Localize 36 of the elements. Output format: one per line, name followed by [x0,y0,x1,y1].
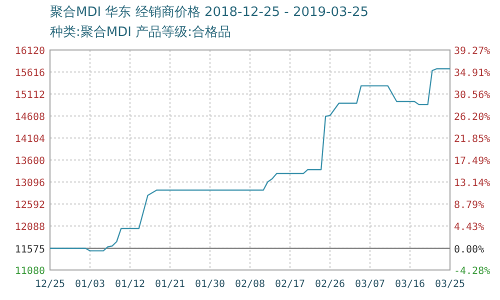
x-tick-label: 03/07 [354,279,386,290]
y-tick-label: 12088 [14,222,45,233]
y2-tick-label: 39.27% [454,46,490,57]
chart-title: 聚合MDI 华东 经销商价格 2018-12-25 - 2019-03-25 [50,5,369,20]
x-tick-label: 01/12 [114,279,146,290]
x-tick-label: 01/30 [194,279,226,290]
y2-tick-label: 17.49% [454,156,490,168]
x-tick-label: 03/16 [394,279,426,290]
y-tick-label: 13600 [14,156,45,167]
x-tick-label: 12/25 [34,279,66,290]
y-tick-label: 11575 [14,244,45,256]
y-tick-label: 15112 [14,90,45,101]
y2-tick-label: 26.20% [454,112,490,124]
y2-tick-label: 4.43% [454,222,484,233]
x-tick-label: 02/17 [274,279,306,290]
y-tick-label: 14104 [14,134,45,145]
x-tick-label: 02/08 [234,279,266,290]
x-tick-label: 02/26 [314,279,346,290]
x-tick-label: 01/21 [154,279,186,290]
y-tick-label: 14608 [14,112,45,123]
y2-tick-label: 0.00% [454,244,484,256]
chart-subtitle: 种类:聚合MDI 产品等级:合格品 [50,25,231,40]
y-tick-label: 13096 [14,178,45,189]
x-tick-label: 03/25 [434,279,466,290]
y2-tick-label: 34.91% [454,68,490,80]
y-tick-label: 15616 [14,68,45,79]
y2-tick-label: 13.14% [454,178,490,189]
y2-tick-label: 21.85% [454,134,490,145]
y-tick-label: 16120 [14,46,45,57]
y2-tick-label: 8.79% [454,200,484,211]
line-series [49,68,451,252]
y-tick-label: 11080 [14,266,45,277]
y2-tick-label: -4.28% [454,266,490,277]
y-tick-label: 12592 [14,200,45,211]
y2-tick-label: 30.56% [454,90,490,101]
x-tick-label: 01/03 [74,279,106,290]
